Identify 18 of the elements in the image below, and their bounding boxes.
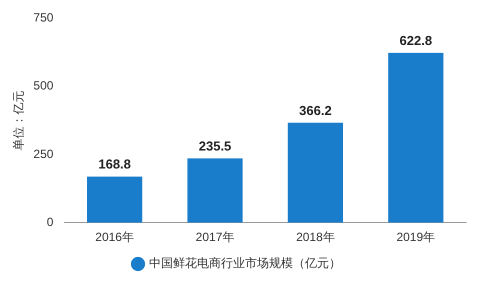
x-tick-label: 2016年: [95, 230, 134, 244]
legend-label: 中国鲜花电商行业市场规模（亿元）: [149, 256, 341, 270]
bar: [187, 158, 243, 223]
data-label: 366.2: [299, 102, 332, 118]
bar: [87, 176, 142, 223]
data-label: 235.5: [198, 138, 232, 154]
x-tick-label: 2018年: [296, 230, 335, 244]
bar: [288, 122, 344, 223]
x-tick-label: 2017年: [196, 230, 234, 244]
bar: [388, 52, 444, 223]
y-tick-label: 500: [33, 78, 54, 93]
data-label: 168.8: [98, 156, 131, 172]
y-tick-label: 0: [46, 214, 54, 229]
y-tick-label: 250: [33, 146, 54, 161]
y-tick-label: 750: [33, 10, 54, 25]
data-label: 622.8: [400, 32, 432, 48]
x-tick-label: 2019年: [396, 230, 436, 244]
y-axis-title: 单位：亿元: [11, 90, 26, 150]
